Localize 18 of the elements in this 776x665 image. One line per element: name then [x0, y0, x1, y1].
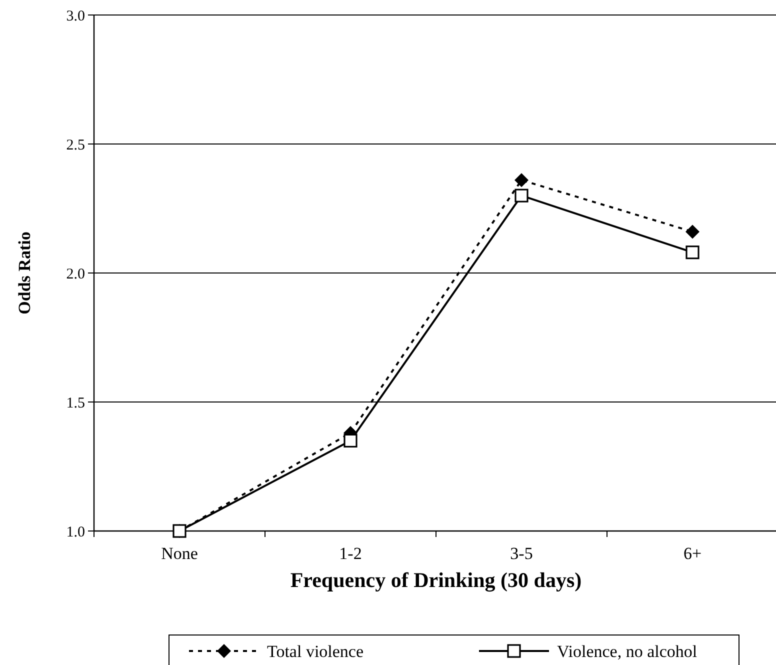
x-axis-title: Frequency of Drinking (30 days): [290, 568, 582, 592]
point: [514, 188, 528, 202]
y-tick-label: 1.0: [66, 524, 85, 540]
legend-label: Total violence: [267, 642, 364, 661]
point: [686, 246, 700, 260]
y-tick-label: 3.0: [66, 8, 85, 24]
point: [344, 434, 358, 448]
point: [514, 173, 528, 188]
y-tick-label: 1.5: [66, 395, 85, 412]
x-tick-label: 3-5: [510, 544, 533, 563]
y-tick-label: 2.5: [66, 137, 85, 154]
x-tick-label: 1-2: [339, 544, 362, 563]
x-tick-label: 6+: [683, 544, 702, 563]
y-axis-title: Odds Ratio: [15, 232, 34, 314]
point: [686, 224, 700, 239]
legend-label: Violence, no alcohol: [557, 642, 698, 661]
y-tick-label: 2.0: [66, 266, 85, 282]
x-tick-label: None: [161, 544, 198, 563]
